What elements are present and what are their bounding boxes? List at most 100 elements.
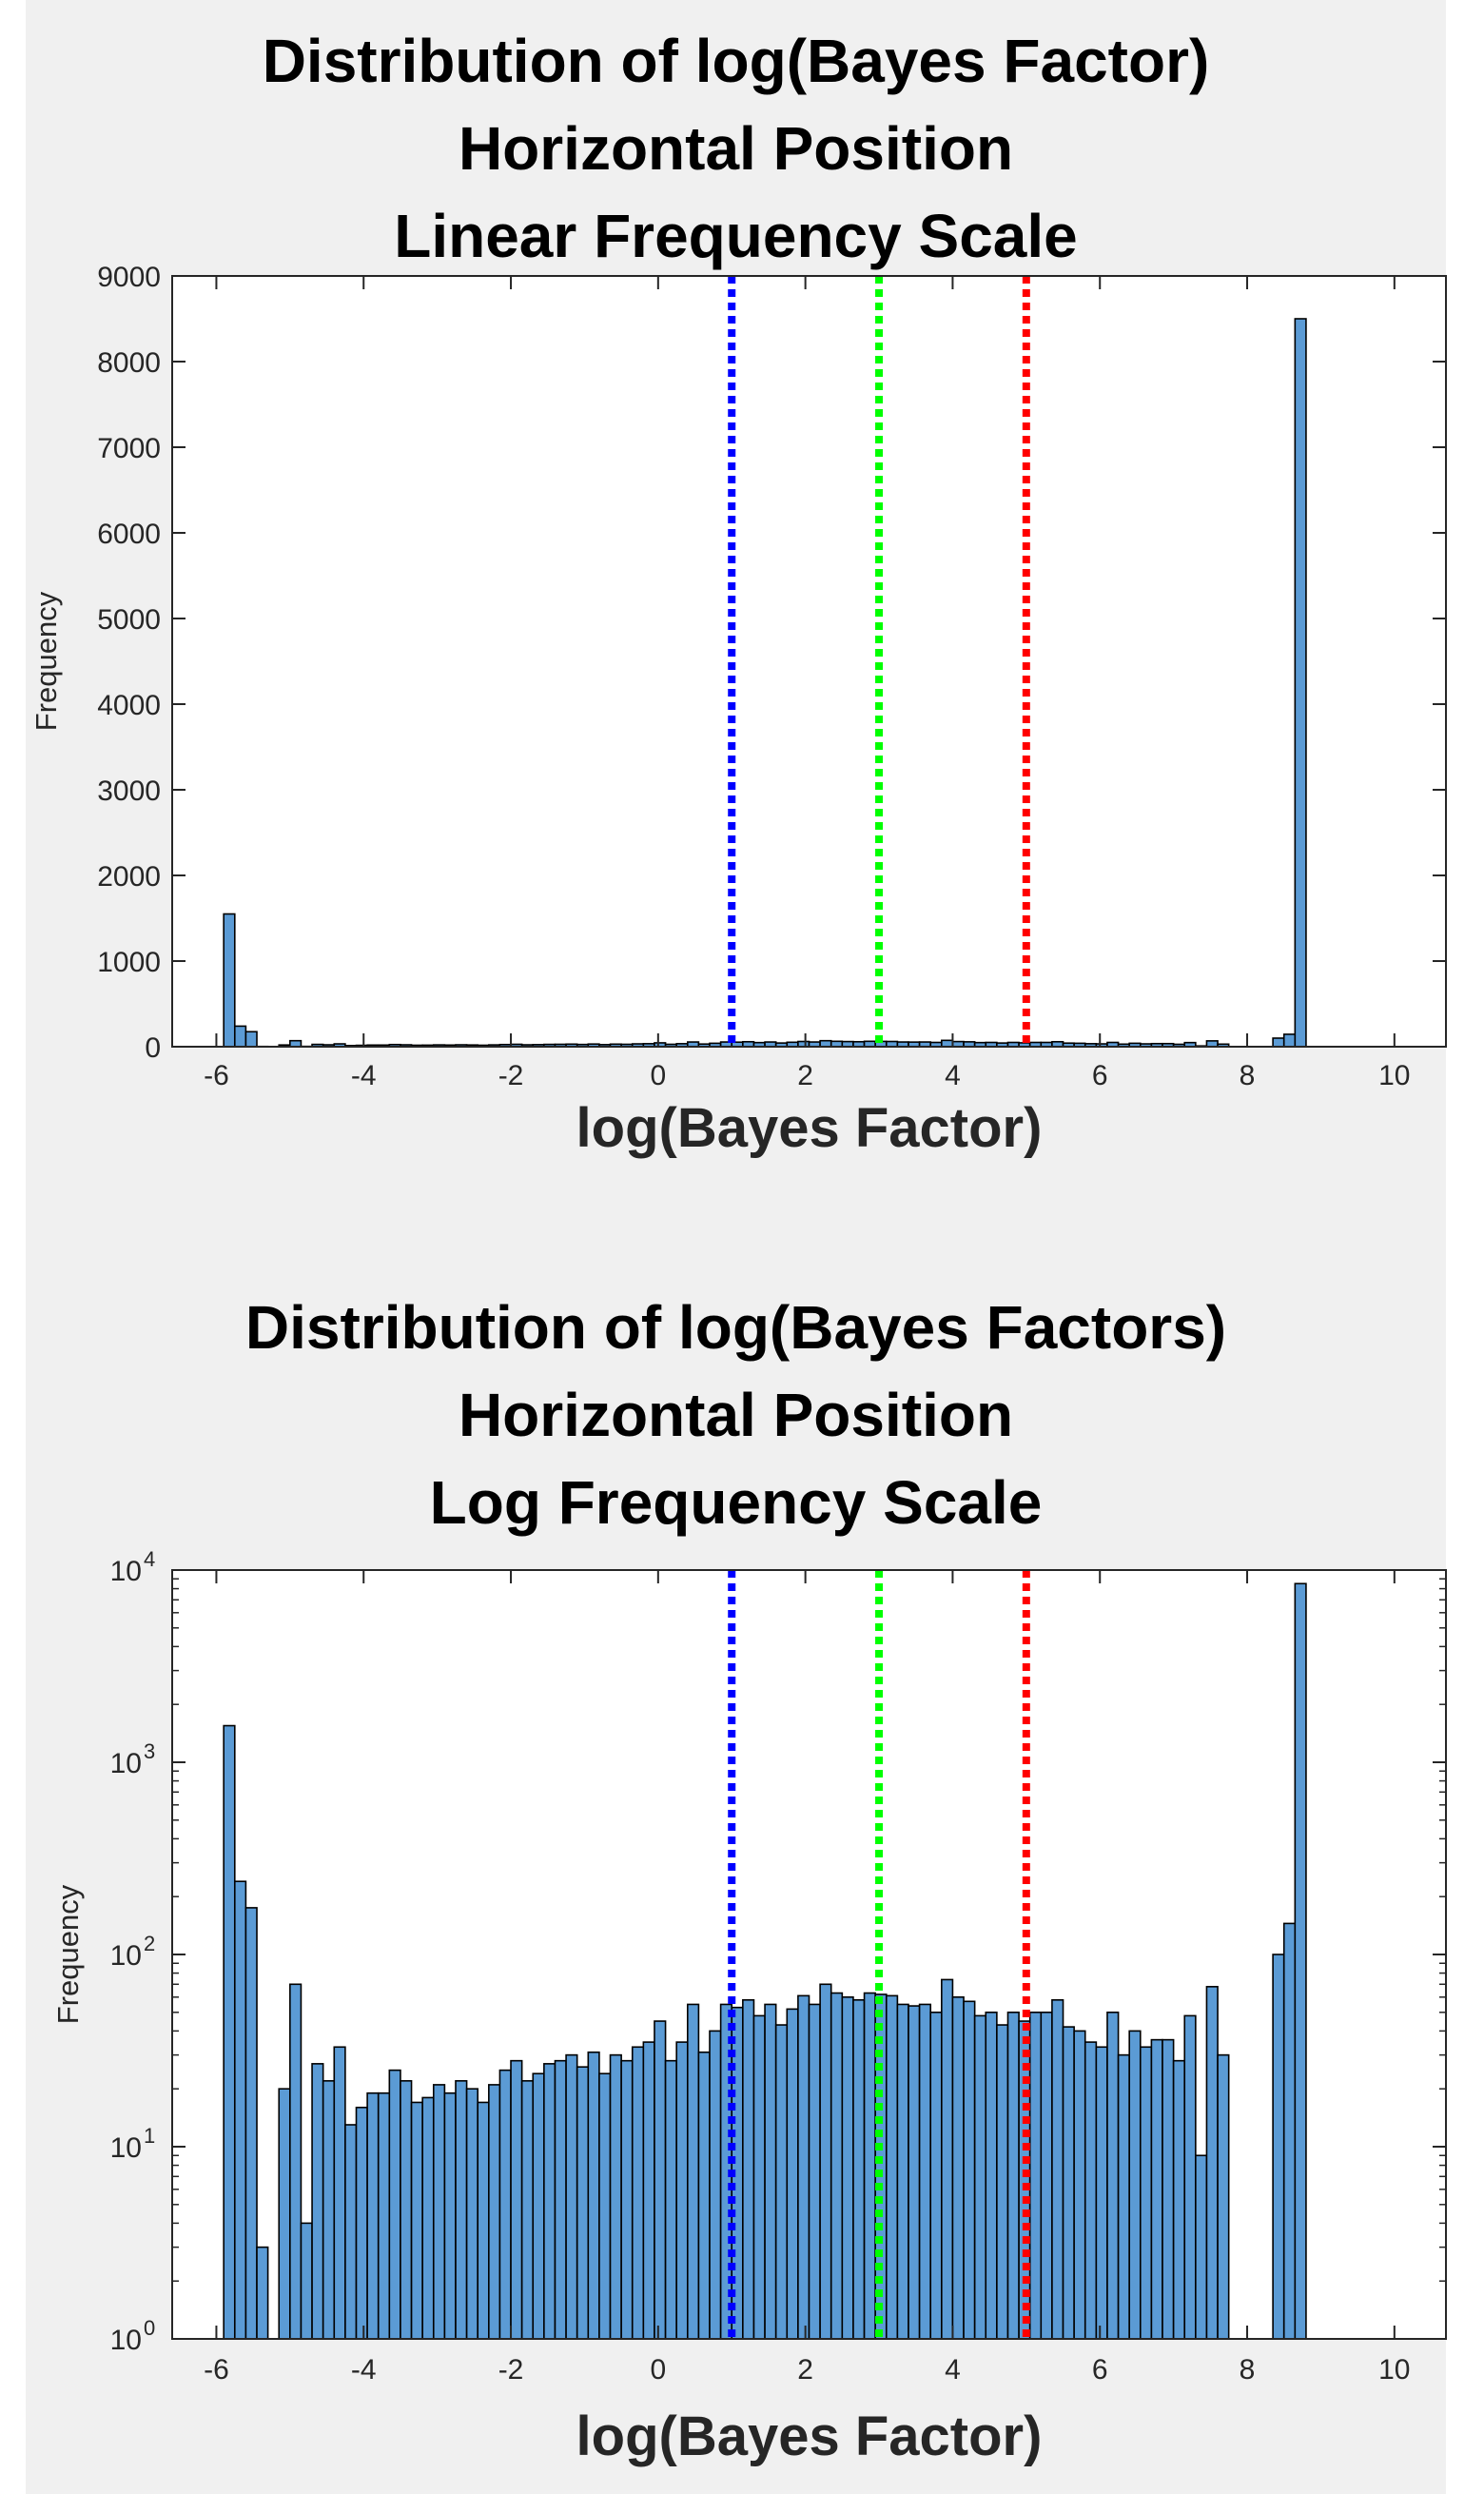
bars: [223, 1582, 1307, 2340]
histogram-bar: [1062, 2026, 1075, 2340]
x-tick-label: 0: [650, 2354, 666, 2386]
histogram-bar: [488, 2084, 501, 2340]
chart-title-line-3: Log Frequency Scale: [429, 1468, 1043, 1537]
histogram-bar: [344, 2124, 358, 2340]
histogram-bar: [498, 2069, 512, 2340]
histogram-bar: [1150, 2038, 1163, 2340]
histogram-bar: [256, 2246, 269, 2340]
histogram-bar: [443, 2091, 457, 2340]
histogram-bar: [388, 2069, 401, 2340]
histogram-bar: [797, 1994, 810, 2340]
histogram-bar: [742, 1998, 755, 2340]
histogram-bar: [1195, 2154, 1208, 2340]
histogram-bar: [1117, 2053, 1130, 2340]
histogram-bar: [333, 2046, 346, 2340]
histogram-bar: [289, 1983, 303, 2340]
y-tick-label: 10: [110, 1940, 142, 1972]
histogram-bar: [520, 2080, 535, 2340]
histogram-bar: [1051, 1998, 1064, 2340]
histogram-bar: [885, 1994, 899, 2340]
x-tick-label: 10: [1378, 2354, 1410, 2386]
histogram-bar: [642, 2041, 655, 2340]
chart-title-line-3: Linear Frequency Scale: [394, 202, 1078, 270]
histogram-bar: [1095, 2046, 1108, 2340]
histogram-bar: [1294, 1582, 1307, 2340]
chart-title-line-1: Distribution of log(Bayes Factor): [262, 27, 1210, 95]
y-tick-label: 10: [110, 2132, 142, 2164]
histogram-bar: [830, 1992, 844, 2340]
chart-title-line-2: Horizontal Position: [458, 114, 1014, 183]
histogram-bar: [908, 2005, 921, 2340]
histogram-bar: [1139, 2046, 1153, 2340]
y-axis-label: Frequency: [29, 591, 63, 731]
x-tick-label: 2: [797, 2354, 813, 2386]
x-tick-label: 8: [1240, 1060, 1256, 1091]
axes-box: [171, 275, 1447, 1048]
histogram-bar: [808, 2003, 821, 2340]
histogram-bar: [1294, 318, 1307, 1048]
chart-panel-log: Distribution of log(Bayes Factors) Horiz…: [26, 1266, 1447, 2494]
histogram-bar: [874, 1993, 888, 2340]
x-tick-label: 4: [945, 1060, 961, 1091]
y-tick-label: 10: [110, 1748, 142, 1779]
figure: Distribution of log(Bayes Factor) Horizo…: [26, 0, 1447, 2494]
histogram-bar: [1084, 2041, 1098, 2340]
x-tick-label: -2: [498, 1060, 524, 1091]
histogram-bar: [1028, 2012, 1043, 2340]
histogram-bar: [233, 1880, 247, 2340]
x-tick-label: 8: [1240, 2354, 1256, 2386]
histogram-bar: [1040, 2012, 1053, 2340]
histogram-bar: [554, 2059, 567, 2340]
x-axis-label: log(Bayes Factor): [576, 1097, 1043, 1159]
histogram-bar: [786, 2008, 799, 2340]
histogram-bar: [1162, 2038, 1175, 2340]
y-tick-label: 2000: [97, 861, 161, 893]
y-axis-label: Frequency: [51, 1884, 85, 2024]
histogram-bar: [709, 2030, 722, 2340]
histogram-bar: [244, 1031, 258, 1048]
histogram-bar: [1128, 2030, 1142, 2340]
histogram-bar: [985, 2012, 998, 2340]
y-tick-exponent: 0: [144, 2316, 155, 2340]
histogram-bar: [510, 2059, 523, 2340]
histogram-bar: [598, 2072, 612, 2340]
histogram-bar: [631, 2046, 645, 2340]
histogram-bar: [675, 2041, 689, 2340]
histogram-bar: [774, 2024, 789, 2340]
chart-title-line-1: Distribution of log(Bayes Factors): [244, 1293, 1227, 1362]
histogram-bar: [1183, 2014, 1197, 2340]
histogram-bar: [576, 2066, 590, 2340]
chart-title-line-2: Horizontal Position: [458, 1381, 1014, 1449]
plot-area: [172, 276, 1446, 1047]
histogram-bar: [410, 2101, 423, 2340]
y-tick-label: 10: [110, 1556, 142, 1587]
histogram-bar: [311, 2063, 324, 2340]
histogram-bar: [973, 2014, 987, 2340]
histogram-bar: [664, 2059, 677, 2340]
histogram-bar: [432, 2084, 446, 2340]
x-tick-label: -6: [204, 2354, 229, 2386]
histogram-bar: [366, 2091, 380, 2340]
histogram-bar: [1282, 1033, 1297, 1048]
histogram-bar: [1282, 1922, 1297, 2340]
histogram-bar: [244, 1907, 258, 2340]
histogram-bar: [609, 2053, 622, 2340]
histogram-bar: [929, 2012, 943, 2340]
histogram-bar: [918, 2003, 932, 2340]
histogram-bar: [377, 2091, 391, 2340]
x-tick-label: -6: [204, 1060, 229, 1091]
histogram-bar: [764, 2003, 777, 2340]
histogram-bar: [951, 1996, 965, 2340]
histogram-bar: [1205, 1986, 1219, 2340]
chart-title: Distribution of log(Bayes Factor) Horizo…: [26, 17, 1446, 280]
x-tick-label: 4: [945, 2354, 961, 2386]
histogram-bar: [587, 2051, 600, 2340]
histogram-bar: [1217, 2053, 1230, 2340]
y-tick-label: 10: [110, 2325, 142, 2356]
x-tick-label: 6: [1092, 2354, 1108, 2386]
x-tick-label: -4: [351, 1060, 377, 1091]
chart-panel-linear: Distribution of log(Bayes Factor) Horizo…: [26, 0, 1447, 1227]
histogram-bar: [941, 1978, 954, 2340]
y-tick-exponent: 1: [144, 2124, 155, 2148]
